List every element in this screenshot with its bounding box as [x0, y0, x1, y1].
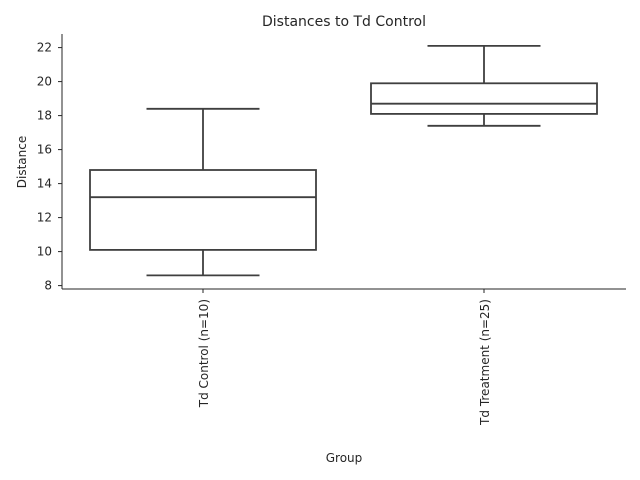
- y-tick-labels: 8 10 12 14 16 18 20 22: [37, 41, 62, 293]
- x-tick-label: Td Control (n=10): [197, 299, 211, 408]
- box-plot: [89, 107, 317, 277]
- y-tick-label: 18: [37, 109, 52, 123]
- y-tick-label: 12: [37, 211, 52, 225]
- y-tick-label: 22: [37, 41, 52, 55]
- y-tick-label: 14: [37, 177, 52, 191]
- interquartile-box: [370, 82, 598, 115]
- x-tick-label: Td Treatment (n=25): [478, 299, 492, 426]
- y-tick-label: 10: [37, 245, 52, 259]
- y-axis-label: Distance: [15, 136, 29, 188]
- box-plot: [370, 45, 598, 127]
- x-tick-labels: Td Control (n=10) Td Treatment (n=25): [197, 289, 492, 426]
- y-tick-label: 16: [37, 143, 52, 157]
- x-axis-label: Group: [326, 451, 363, 465]
- y-tick-label: 8: [44, 279, 52, 293]
- y-tick-label: 20: [37, 75, 52, 89]
- interquartile-box: [89, 169, 317, 251]
- box-series: [89, 45, 598, 277]
- chart-title: Distances to Td Control: [262, 14, 426, 30]
